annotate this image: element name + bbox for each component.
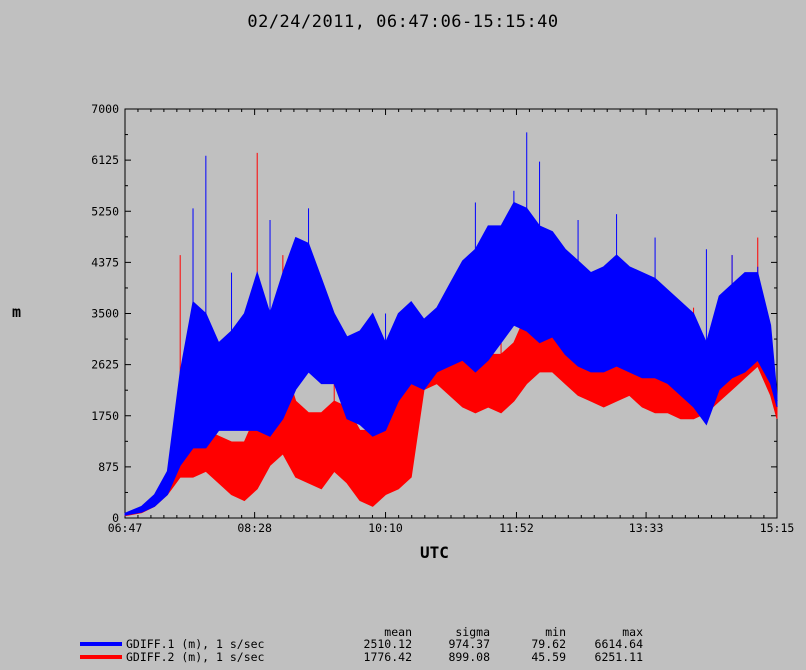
legend-stat-min: 79.62: [531, 637, 566, 651]
y-tick-label: 2625: [91, 358, 119, 372]
legend-header-mean: mean: [384, 625, 412, 639]
series-line: [124, 341, 778, 516]
series-line: [124, 295, 778, 516]
x-axis-label: UTC: [420, 543, 449, 562]
legend-stat-mean: 1776.42: [363, 650, 412, 664]
chart-title: 02/24/2011, 06:47:06-15:15:40: [247, 12, 559, 32]
legend-stat-max: 6251.11: [594, 650, 643, 664]
legend-swatch: [80, 642, 122, 646]
legend-stat-min: 45.59: [531, 650, 566, 664]
legend-series-name: GDIFF.1 (m), 1 s/sec: [126, 637, 265, 651]
legend-series-name: GDIFF.2 (m), 1 s/sec: [126, 650, 265, 664]
legend-header-sigma: sigma: [455, 625, 490, 639]
y-tick-label: 6125: [91, 153, 119, 167]
x-tick-label: 10:10: [368, 521, 403, 535]
legend-stat-sigma: 899.08: [448, 650, 490, 664]
y-tick-label: 3500: [91, 307, 119, 321]
x-tick-label: 15:15: [760, 521, 795, 535]
legend-header-max: max: [622, 625, 643, 639]
y-tick-label: 4375: [91, 255, 119, 269]
legend-stat-mean: 2510.12: [363, 637, 412, 651]
y-tick-label: 875: [98, 460, 119, 474]
legend-entry: GDIFF.2 (m), 1 s/sec 1776.42 899.08 45.5…: [80, 650, 780, 664]
legend-entry: GDIFF.1 (m), 1 s/sec 2510.12 974.37 79.6…: [80, 637, 780, 651]
legend-header-min: min: [545, 625, 566, 639]
y-tick-label: 1750: [91, 409, 119, 423]
series-band: [124, 201, 778, 516]
x-tick-label: 08:28: [237, 521, 272, 535]
y-tick-label: 5250: [91, 204, 119, 218]
y-axis-label: m: [12, 303, 22, 321]
legend-swatch: [80, 655, 122, 659]
legend-stat-sigma: 974.37: [448, 637, 490, 651]
x-tick-label: 13:33: [629, 521, 664, 535]
y-tick-label: 0: [112, 511, 119, 525]
legend-stat-max: 6614.64: [594, 637, 643, 651]
x-tick-label: 11:52: [499, 521, 534, 535]
y-tick-label: 7000: [91, 102, 119, 116]
x-tick-label: 06:47: [108, 521, 143, 535]
